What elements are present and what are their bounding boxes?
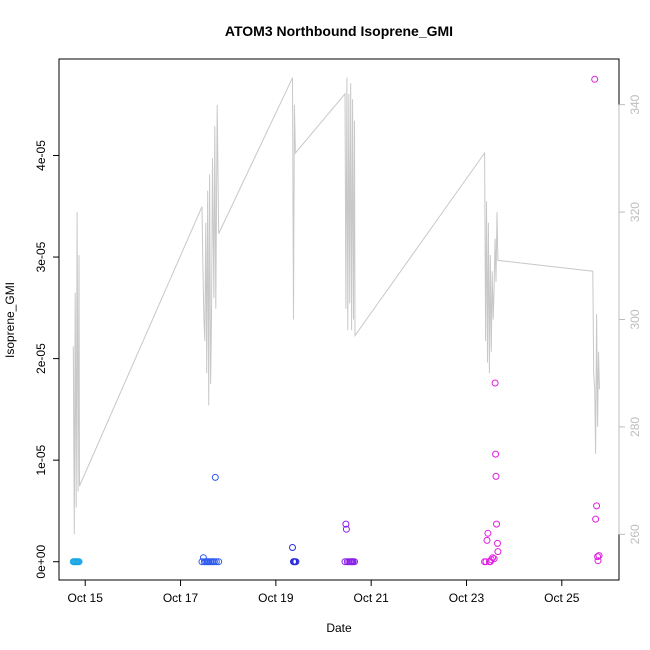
data-point	[492, 472, 500, 480]
chart-title: ATOM3 Northbound Isoprene_GMI	[225, 23, 453, 39]
secondary-series-line-group	[72, 77, 600, 535]
data-point	[494, 548, 502, 556]
y-tick-label: 1e-05	[34, 444, 48, 475]
data-point	[494, 539, 501, 547]
x-tick-label: Oct 19	[258, 591, 294, 605]
data-point	[212, 558, 220, 566]
y-tick-label: 3e-05	[34, 241, 48, 272]
data-point	[591, 75, 599, 83]
data-point	[493, 520, 500, 528]
data-points-group	[69, 75, 603, 566]
data-point	[292, 558, 300, 566]
data-point	[342, 525, 350, 533]
data-point	[75, 558, 83, 566]
y-axis-right: 260 280 300 320 340	[618, 94, 642, 544]
data-point	[211, 473, 219, 481]
data-point	[592, 515, 600, 523]
data-point	[351, 558, 358, 566]
data-point	[490, 555, 498, 563]
data-point	[215, 558, 223, 566]
x-tick-label: Oct 23	[449, 591, 485, 605]
data-point	[595, 552, 603, 560]
y2-tick-label: 300	[628, 309, 642, 329]
data-point	[483, 536, 491, 544]
data-point	[210, 558, 218, 566]
y2-tick-label: 320	[628, 202, 642, 222]
data-point	[484, 529, 492, 537]
y-tick-label: 0e+00	[34, 545, 48, 579]
y-axis-left: 0e+00 1e-05 2e-05 3e-05 4e-05	[34, 140, 60, 579]
x-tick-label: Oct 25	[544, 591, 580, 605]
y-tick-label: 4e-05	[34, 140, 48, 171]
y2-tick-label: 280	[628, 417, 642, 437]
y2-tick-label: 340	[628, 94, 642, 114]
data-point	[594, 557, 602, 565]
x-tick-label: Oct 17	[163, 591, 199, 605]
data-point	[491, 379, 499, 387]
data-point	[492, 450, 500, 458]
y-axis-label: Isoprene_GMI	[3, 282, 17, 358]
y-tick-label: 2e-05	[34, 343, 48, 374]
data-point	[594, 553, 602, 561]
data-point	[489, 554, 497, 562]
secondary-series-line	[72, 77, 600, 535]
x-axis-label: Date	[326, 621, 352, 635]
data-point	[342, 520, 350, 528]
data-point	[593, 502, 601, 510]
y2-tick-label: 260	[628, 524, 642, 544]
x-tick-label: Oct 21	[353, 591, 389, 605]
x-tick-label: Oct 15	[68, 591, 104, 605]
data-point	[289, 544, 296, 551]
x-axis: Oct 15 Oct 17 Oct 19 Oct 21 Oct 23 Oct 25	[68, 579, 580, 605]
